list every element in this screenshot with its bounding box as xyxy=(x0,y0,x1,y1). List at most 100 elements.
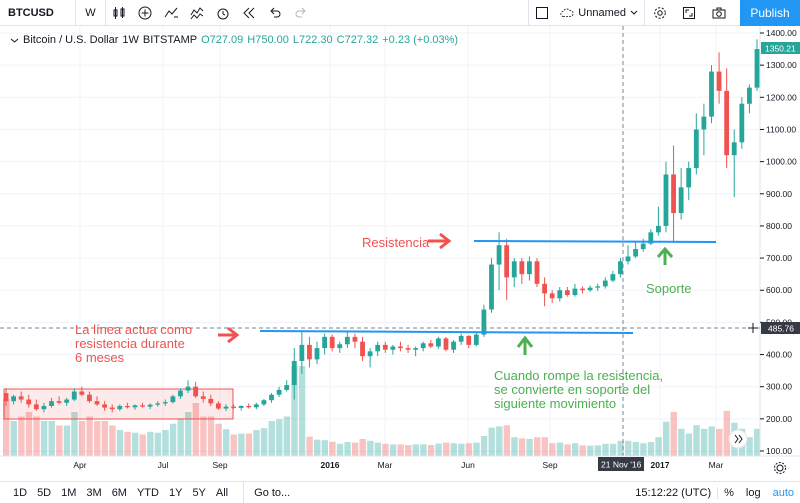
price-tick-label: 1100.00 xyxy=(766,124,796,134)
bottom-toolbar: 1D 5D 1M 3M 6M YTD 1Y 5Y All Go to... 15:12:22 (… xyxy=(0,481,800,503)
plus-icon[interactable] xyxy=(748,323,758,333)
volume-bar xyxy=(435,443,442,456)
compare-icon[interactable] xyxy=(158,0,184,26)
candle-body xyxy=(269,394,274,401)
volume-bar xyxy=(40,421,48,456)
candle-body xyxy=(140,405,145,407)
volume-bar xyxy=(291,366,298,456)
auto-toggle[interactable]: auto xyxy=(772,487,794,499)
volume-bar xyxy=(670,412,677,456)
volume-bar xyxy=(268,421,275,456)
volume-bar xyxy=(427,445,435,456)
candle-body xyxy=(329,336,335,349)
support-line[interactable] xyxy=(473,240,717,243)
add-indicator-icon[interactable] xyxy=(132,0,158,26)
scroll-right-icon[interactable] xyxy=(728,429,748,449)
price-tick-label: 1400.00 xyxy=(766,28,797,38)
range-button-6m[interactable]: 6M xyxy=(111,486,127,499)
range-button-3m[interactable]: 3M xyxy=(86,486,102,499)
settings-icon[interactable] xyxy=(644,0,674,26)
resolution-button[interactable]: W xyxy=(76,0,106,26)
collapse-icon[interactable] xyxy=(10,36,19,45)
range-button-1d[interactable]: 1D xyxy=(13,486,28,499)
candle-body xyxy=(238,405,244,408)
candle-body xyxy=(511,261,517,278)
undo-icon[interactable] xyxy=(262,0,288,26)
range-button-all[interactable]: All xyxy=(215,486,229,499)
bottom-right: 15:12:22 (UTC) % log auto xyxy=(629,482,800,503)
volume-bar xyxy=(321,440,329,456)
candle-body xyxy=(109,407,115,410)
range-buttons: 1D 5D 1M 3M 6M YTD 1Y 5Y All xyxy=(0,482,233,503)
alert-icon[interactable] xyxy=(210,0,236,26)
percent-toggle[interactable]: % xyxy=(717,487,740,499)
symbol-search[interactable]: BTCUSD xyxy=(0,0,76,26)
range-rectangle[interactable] xyxy=(3,388,234,420)
candle-body xyxy=(731,142,737,156)
volume-bar xyxy=(708,426,715,456)
redo-icon[interactable] xyxy=(288,0,314,26)
candle-body xyxy=(314,348,320,360)
candle-body xyxy=(527,261,532,275)
volume-bar xyxy=(693,425,700,456)
volume-bar xyxy=(617,440,624,456)
goto-button[interactable]: Go to... xyxy=(243,481,295,503)
time-tick-label: 2017 xyxy=(651,460,670,470)
candles-icon[interactable] xyxy=(106,0,132,26)
candle-body xyxy=(678,187,684,214)
range-button-ytd[interactable]: YTD xyxy=(136,486,159,499)
candle-body xyxy=(322,336,328,349)
candle-body xyxy=(625,256,631,262)
layout-icon[interactable] xyxy=(528,0,554,26)
candle-body xyxy=(56,401,62,403)
resistance-line[interactable] xyxy=(259,330,634,334)
camera-icon[interactable] xyxy=(704,0,734,26)
fullscreen-icon[interactable] xyxy=(674,0,704,26)
volume-bar xyxy=(207,416,215,456)
volume-bar xyxy=(124,431,131,456)
candle-body xyxy=(26,399,32,405)
volume-bar xyxy=(609,443,617,456)
break-annotation[interactable]: Cuando rompe la resistencia, se conviert… xyxy=(494,369,663,411)
replay-icon[interactable] xyxy=(236,0,262,26)
settings-gear-icon[interactable] xyxy=(774,462,786,474)
volume-bar xyxy=(367,440,374,456)
range-button-5d[interactable]: 5D xyxy=(37,486,52,499)
volume-bar xyxy=(374,442,382,456)
price-axis[interactable] xyxy=(760,26,800,456)
volume-bar xyxy=(541,437,548,456)
volume-bar xyxy=(71,412,78,456)
volume-bar xyxy=(33,416,40,456)
range-button-1y[interactable]: 1Y xyxy=(168,486,183,499)
volume-bar xyxy=(177,418,184,456)
time-tick-label: Jun xyxy=(461,460,475,470)
resistencia-label[interactable]: Resistencia xyxy=(362,235,430,250)
high-value: H750.00 xyxy=(247,34,289,46)
volume-bar xyxy=(678,428,685,456)
volume-bar xyxy=(276,419,283,456)
line-annotation[interactable]: La línea actua como resistencia durante … xyxy=(75,323,192,365)
log-toggle[interactable]: log xyxy=(745,487,761,499)
volume-bar xyxy=(389,444,397,456)
volume-bar xyxy=(169,423,177,456)
publish-button[interactable]: Publish xyxy=(740,0,800,26)
volume-bar xyxy=(222,429,230,456)
crosshair-price-tag xyxy=(761,322,800,334)
soporte-label[interactable]: Soporte xyxy=(646,281,692,296)
range-button-5y[interactable]: 5Y xyxy=(192,486,206,499)
break-annotation-text-2: se convierte en soporte del xyxy=(494,382,651,397)
symbol-title[interactable]: Bitcoin / U.S. Dollar xyxy=(23,34,119,46)
candle-body xyxy=(71,391,77,400)
candle-body xyxy=(504,245,510,278)
volume-bar xyxy=(442,442,450,456)
volume-bar xyxy=(723,410,731,456)
indicators-icon[interactable] xyxy=(184,0,210,26)
break-annotation-text-3: siguiente movimiento xyxy=(494,396,617,411)
clock-label[interactable]: 15:12:22 (UTC) xyxy=(635,487,712,499)
candles xyxy=(3,39,760,413)
volume-bar xyxy=(314,439,321,456)
candle-body xyxy=(246,405,252,408)
layout-name-button[interactable]: Unnamed xyxy=(554,0,644,26)
price-chart[interactable]: 1400.00 1300.00 1200.00 1100.00 1000.00 900.0… xyxy=(0,26,800,481)
range-button-1m[interactable]: 1M xyxy=(61,486,77,499)
